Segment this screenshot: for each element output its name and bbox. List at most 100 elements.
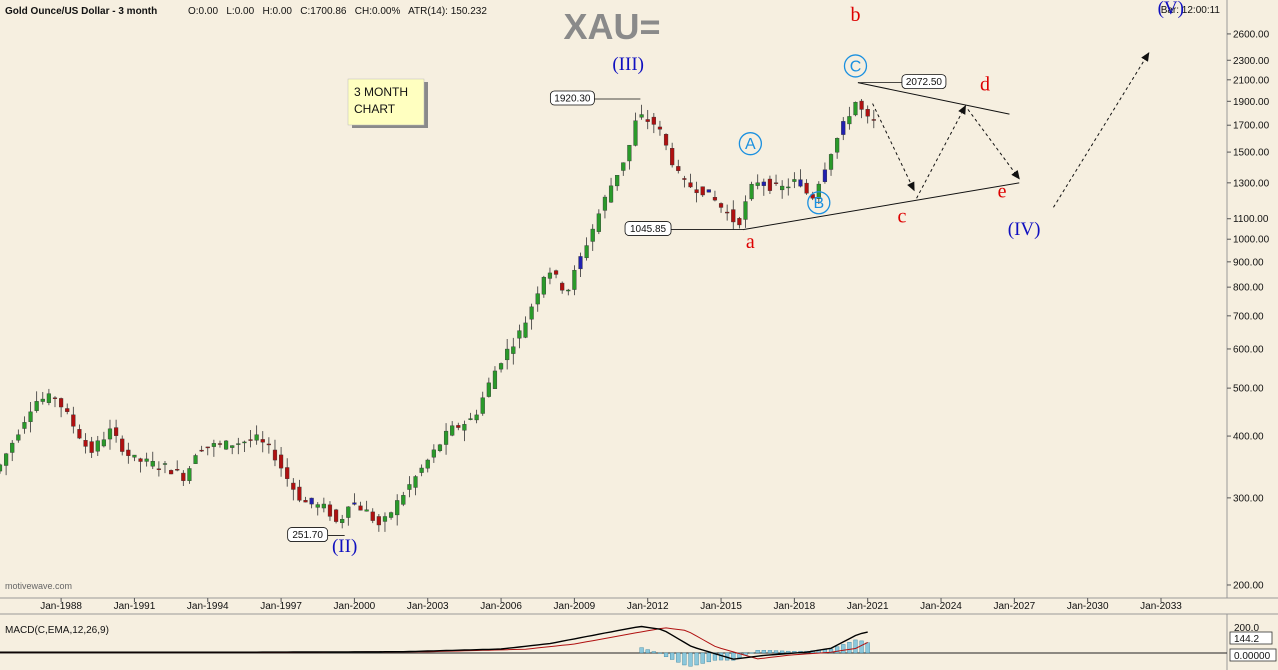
candle-body: [633, 120, 638, 146]
time-tick-label: Jan-1991: [114, 601, 156, 612]
price-tick-label: 1100.00: [1233, 214, 1269, 225]
candle-body: [150, 460, 155, 467]
candle-body: [260, 439, 265, 443]
macd-histogram-bar: [682, 652, 687, 666]
candle-body: [761, 181, 766, 186]
candle-body: [773, 182, 779, 184]
time-tick-label: Jan-2009: [554, 601, 596, 612]
candle-body: [712, 197, 718, 201]
candle-body: [388, 512, 394, 518]
candle-body: [700, 186, 705, 196]
wave-label: c: [897, 206, 906, 228]
macd-plot: [0, 625, 1227, 667]
macd-histogram-bar: [731, 652, 736, 661]
candle-body: [272, 449, 278, 461]
time-tick-label: Jan-2015: [700, 601, 742, 612]
candle-body: [786, 186, 791, 189]
projection-arrow: [967, 109, 1020, 180]
candle-body: [431, 449, 436, 458]
candle-body: [450, 425, 455, 436]
candle-body: [798, 179, 803, 187]
callout-box: [901, 74, 947, 90]
callout-box: [287, 527, 329, 542]
macd-zero: 0.00000: [1234, 651, 1271, 662]
price-tick-label: 1700.00: [1233, 121, 1270, 132]
candle-body: [792, 179, 797, 182]
wave-label: (III): [612, 54, 644, 75]
candle-body: [382, 516, 388, 522]
candle-body: [187, 468, 192, 481]
price-tick-label: 2100.00: [1233, 75, 1270, 86]
callout-box: [624, 221, 672, 236]
candle-body: [486, 382, 491, 397]
time-tick-label: Jan-2030: [1067, 601, 1109, 612]
note-line-1: 3 MONTH: [354, 85, 408, 99]
price-tick-label: 200.00: [1233, 580, 1264, 591]
candle-body: [101, 439, 106, 447]
candle-body: [52, 397, 58, 399]
candle-body: [462, 424, 467, 431]
macd-histogram-bar: [859, 640, 864, 654]
wave-circle-label: A: [745, 136, 756, 153]
wave-label: (V): [1158, 0, 1184, 19]
candle-body: [859, 100, 864, 110]
candle-body: [688, 182, 693, 188]
candle-body: [639, 114, 644, 118]
time-axis: Jan-1988 Jan-1991 Jan-1994 Jan-1997 Jan-2000…: [40, 598, 1182, 612]
candle-body: [437, 444, 443, 451]
candle-body: [230, 445, 235, 448]
candles: [0, 98, 876, 532]
candle-body: [627, 144, 632, 162]
candle-body: [193, 455, 198, 464]
candle-body: [566, 289, 571, 292]
candle-body: [670, 148, 675, 166]
candle-body: [0, 464, 3, 472]
candle-body: [505, 348, 510, 361]
candle-body: [755, 182, 760, 186]
macd-histogram-bar: [786, 650, 791, 654]
macd-histogram-bar: [767, 650, 773, 654]
candle-body: [297, 486, 302, 501]
callout-value: 251.70: [292, 530, 323, 541]
candle-body: [737, 218, 742, 226]
time-tick-label: Jan-2024: [920, 601, 962, 612]
ohlc-readout: O:0.00 L:0.00 H:0.00 C:1700.86 CH:0.00% …: [188, 6, 487, 17]
candle-body: [560, 282, 565, 291]
macd-histogram-bar: [670, 652, 675, 660]
candle-body: [645, 119, 650, 122]
macd-histogram-bar: [645, 649, 650, 654]
candle-body: [95, 440, 100, 452]
instrument-title: Gold Ounce/US Dollar - 3 month: [5, 6, 157, 17]
chart-note: 3 MONTH CHART: [347, 78, 428, 128]
price-tick-label: 1900.00: [1233, 97, 1270, 108]
wave-circle-label: B: [813, 195, 824, 212]
macd-zero-box: [1229, 648, 1277, 662]
candle-body: [126, 449, 131, 456]
candle-body: [602, 196, 608, 211]
candle-body: [725, 211, 730, 214]
candle-body: [651, 116, 656, 125]
candle-body: [254, 434, 259, 441]
candle-body: [443, 430, 449, 445]
price-tick-label: 400.00: [1233, 432, 1264, 443]
candle-body: [4, 453, 9, 466]
candle-body: [590, 228, 595, 242]
time-tick-label: Jan-2027: [994, 601, 1036, 612]
candle-body: [596, 213, 601, 232]
candle-body: [315, 504, 320, 508]
candle-body: [822, 169, 828, 183]
projection-arrow: [1053, 52, 1150, 208]
time-tick-label: Jan-2003: [407, 601, 449, 612]
candle-body: [456, 425, 461, 428]
price-tick-label: 1300.00: [1233, 178, 1270, 189]
candle-body: [89, 441, 94, 453]
candle-body: [828, 154, 834, 170]
candle-body: [376, 516, 381, 526]
candle-body: [706, 189, 711, 193]
macd-histogram-bar: [663, 652, 669, 657]
candle-body: [370, 511, 375, 521]
candle-body: [865, 109, 870, 117]
candle-body: [28, 411, 33, 422]
macd-upper-tick: 200.0: [1234, 623, 1259, 634]
